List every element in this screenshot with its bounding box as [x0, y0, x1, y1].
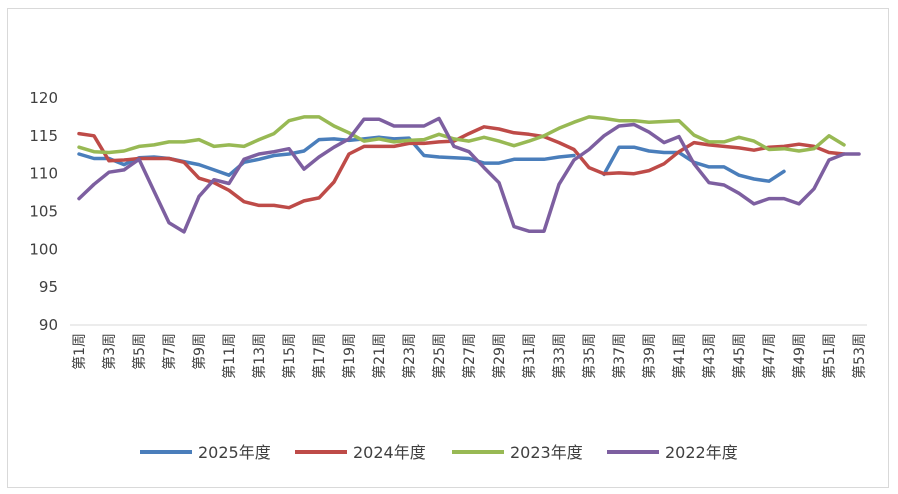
legend-label-3: 2022年度 [665, 443, 738, 462]
x-tick-label: 第19周 [341, 333, 358, 379]
x-tick-label: 第33周 [551, 333, 568, 379]
y-tick-label-105: 105 [29, 203, 58, 221]
y-tick-label-100: 100 [29, 240, 58, 258]
x-tick-label: 第25周 [431, 333, 448, 379]
x-tick-label: 第49周 [791, 333, 808, 379]
legend-label-0: 2025年度 [198, 443, 271, 462]
x-tick-label: 第29周 [491, 333, 508, 379]
legend-label-2: 2023年度 [510, 443, 583, 462]
x-tick-label: 第15周 [281, 333, 298, 379]
y-tick-label-120: 120 [29, 89, 58, 107]
x-tick-label: 第31周 [521, 333, 538, 379]
x-tick-label: 第51周 [821, 333, 838, 379]
x-tick-label: 第3周 [101, 333, 118, 370]
x-tick-label: 第35周 [581, 333, 598, 379]
x-tick-label: 第13周 [251, 333, 268, 379]
y-tick-label-95: 95 [39, 278, 58, 296]
x-tick-label: 第27周 [461, 333, 478, 379]
x-tick-label: 第5周 [131, 333, 148, 370]
x-tick-label: 第41周 [671, 333, 688, 379]
x-tick-label: 第47周 [761, 333, 778, 379]
chart-frame [7, 8, 889, 488]
x-tick-label: 第39周 [641, 333, 658, 379]
legend-label-1: 2024年度 [353, 443, 426, 462]
x-tick-label: 第53周 [851, 333, 868, 379]
x-tick-label: 第21周 [371, 333, 388, 379]
x-tick-label: 第43周 [701, 333, 718, 379]
x-tick-label: 第11周 [221, 333, 238, 379]
y-tick-label-110: 110 [29, 165, 58, 183]
x-tick-label: 第45周 [731, 333, 748, 379]
series-line-1 [77, 125, 846, 210]
y-tick-label-115: 115 [29, 127, 58, 145]
x-tick-label: 第1周 [71, 333, 88, 370]
series-line-2 [77, 115, 846, 155]
series-line-3 [77, 116, 861, 234]
x-tick-label: 第17周 [311, 333, 328, 379]
y-tick-label-90: 90 [39, 316, 58, 334]
x-tick-label: 第37周 [611, 333, 628, 379]
x-tick-label: 第7周 [161, 333, 178, 370]
x-tick-label: 第23周 [401, 333, 418, 379]
x-tick-label: 第9周 [191, 333, 208, 370]
